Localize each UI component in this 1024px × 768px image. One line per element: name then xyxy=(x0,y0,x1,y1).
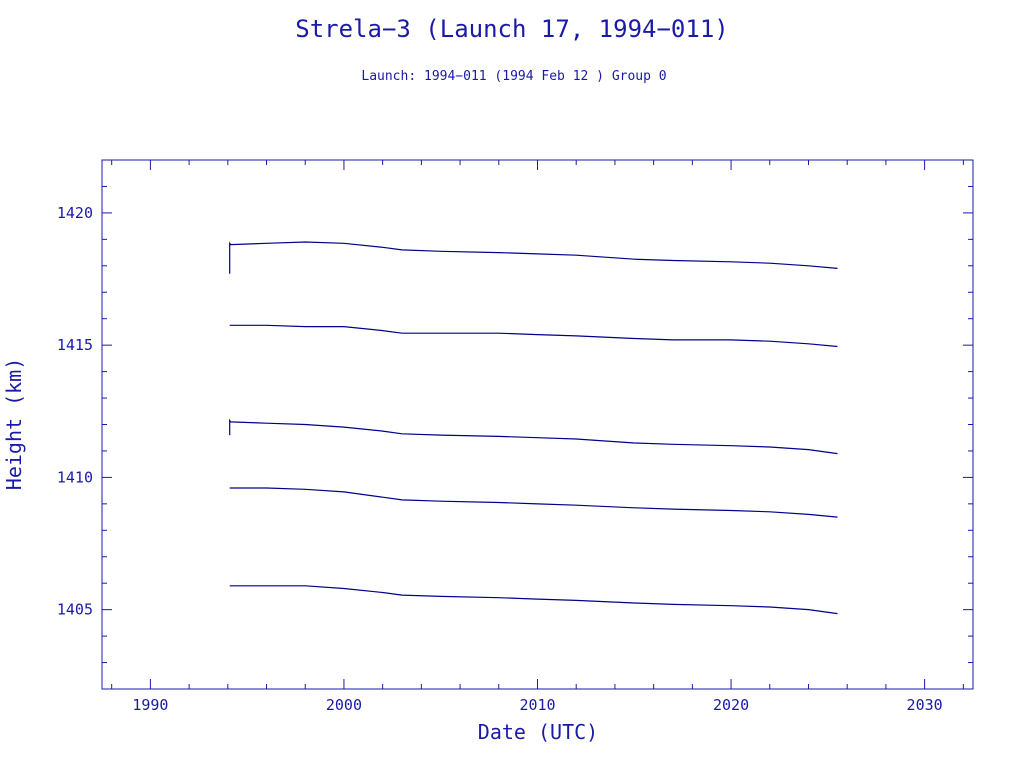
x-tick-label: 1990 xyxy=(132,696,168,714)
chart-subtitle: Launch: 1994−011 (1994 Feb 12 ) Group 0 xyxy=(361,69,666,84)
y-tick-label: 1420 xyxy=(57,204,93,222)
x-tick-label: 2010 xyxy=(519,696,555,714)
y-tick-label: 1410 xyxy=(57,468,93,486)
x-axis-label: Date (UTC) xyxy=(478,720,598,744)
x-tick-labels: 1990 2000 2010 2020 2030 xyxy=(132,696,942,714)
y-tick-labels: 1405 1410 1415 1420 xyxy=(57,204,93,619)
y-axis-label: Height (km) xyxy=(2,358,26,490)
series-line-5 xyxy=(229,585,838,615)
series-line-1 xyxy=(229,241,838,274)
axis-ticks xyxy=(102,159,973,690)
plot-frame xyxy=(101,159,974,690)
x-tick-label: 2000 xyxy=(326,696,362,714)
series-line-2 xyxy=(229,324,838,348)
series-line-3 xyxy=(229,418,838,455)
series-group xyxy=(229,241,838,615)
chart-title: Strela−3 (Launch 17, 1994−011) xyxy=(295,15,728,43)
x-tick-label: 2020 xyxy=(713,696,749,714)
y-tick-label: 1415 xyxy=(57,336,93,354)
x-tick-label: 2030 xyxy=(907,696,943,714)
series-line-4 xyxy=(229,487,838,518)
y-tick-label: 1405 xyxy=(57,601,93,619)
